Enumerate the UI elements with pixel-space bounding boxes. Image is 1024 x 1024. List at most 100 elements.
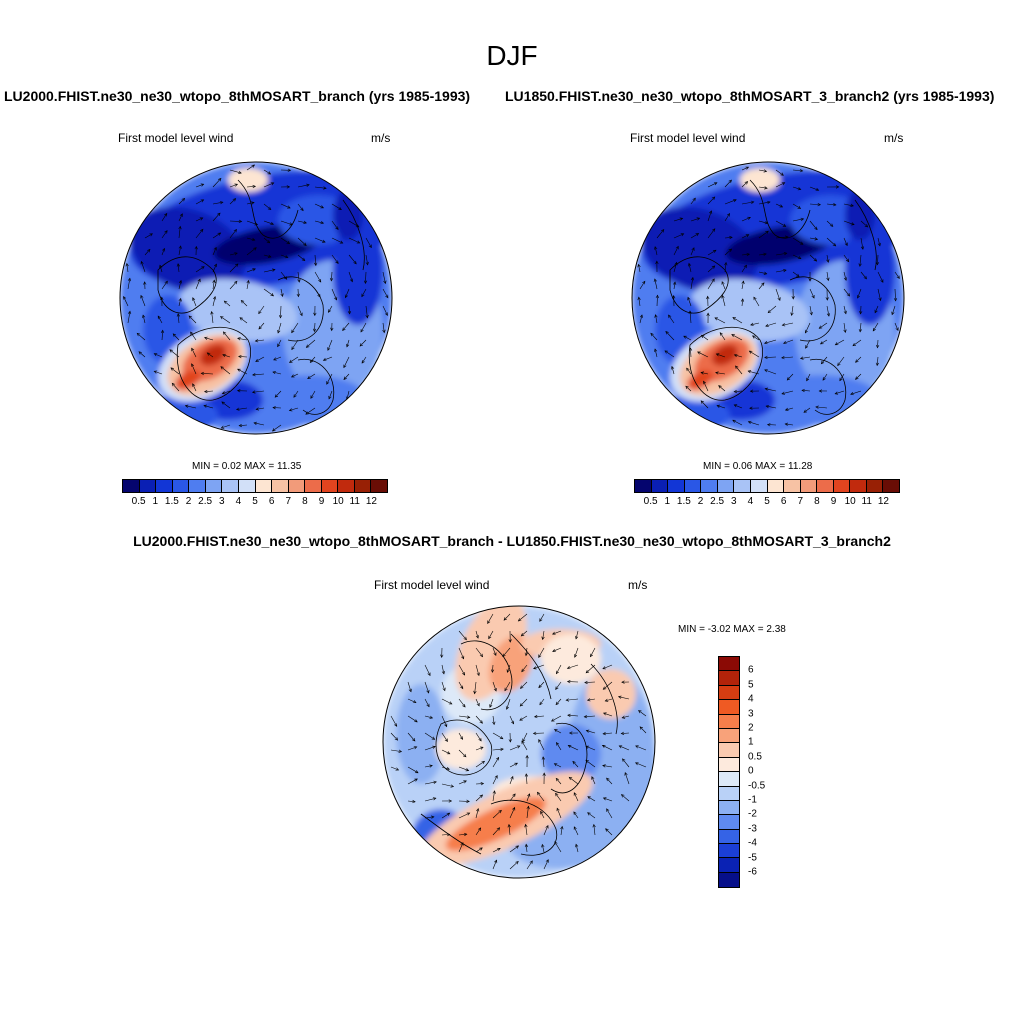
colorbar-tick-label: 1 (152, 496, 159, 507)
colorbar-swatch (719, 829, 739, 845)
colorbar-tick-label: 7 (797, 496, 804, 507)
wind-map-diff (382, 605, 656, 879)
colorbar-tick-label: 2.5 (710, 496, 725, 507)
colorbar-swatch (719, 728, 739, 744)
colorbar-swatch (238, 480, 256, 492)
colorbar-swatch (719, 700, 739, 715)
colorbar-swatch (684, 480, 702, 492)
panel2-colorbar: 0.5 1 1.5 2 2.5 3 4 5 6 7 8 9 10 11 12 (634, 479, 900, 507)
colorbar-swatch (668, 480, 685, 492)
colorbar-swatch (719, 858, 739, 873)
colorbar-tick-label: 6 (268, 496, 275, 507)
colorbar-tick-label: 8 (814, 496, 820, 507)
colorbar-swatch (719, 714, 739, 729)
panel1-field-label: First model level wind (118, 131, 234, 145)
colorbar-tick-label: 1.5 (676, 496, 691, 507)
panel2-units: m/s (884, 131, 904, 145)
colorbar-swatch (719, 757, 739, 773)
colorbar-tick-label: 8 (302, 496, 308, 507)
diff-title: LU2000.FHIST.ne30_ne30_wtopo_8thMOSART_b… (133, 533, 891, 549)
wind-map-panel1 (119, 161, 393, 435)
panel1-title: LU2000.FHIST.ne30_ne30_wtopo_8thMOSART_b… (4, 88, 471, 104)
diff-colorbar: 6 5 4 3 2 1 0.5 0 -0.5 -1 -2 -3 -4 -5 -6 (718, 656, 765, 889)
colorbar-tick-label: -3 (748, 823, 757, 835)
colorbar-swatch (719, 685, 739, 701)
colorbar-swatch (123, 480, 140, 492)
colorbar-tick-label: -5 (748, 852, 757, 864)
colorbar-tick-label: 2 (697, 496, 704, 507)
panel1-minmax: MIN = 0.02 MAX = 11.35 (192, 461, 302, 472)
colorbar-swatch (172, 480, 190, 492)
colorbar-tick-label: 0.5 (131, 496, 146, 507)
colorbar-swatch (719, 671, 739, 686)
diff-minmax: MIN = -3.02 MAX = 2.38 (678, 624, 786, 635)
colorbar-swatch (719, 844, 739, 859)
colorbar-swatch (222, 480, 239, 492)
colorbar-swatch (784, 480, 801, 492)
colorbar-swatch (833, 480, 851, 492)
diff-field-label: First model level wind (374, 578, 490, 592)
colorbar-tick-label: -2 (748, 808, 757, 820)
colorbar-swatch (750, 480, 768, 492)
colorbar-tick-label: 6 (748, 664, 754, 676)
colorbar-swatch (205, 480, 223, 492)
colorbar-swatch (338, 480, 355, 492)
colorbar-swatch (272, 480, 289, 492)
colorbar-tick-label: 3 (218, 496, 225, 507)
colorbar-swatch (817, 480, 834, 492)
colorbar-swatch (719, 743, 739, 758)
colorbar-swatch (305, 480, 322, 492)
colorbar-tick-label: 5 (764, 496, 770, 507)
wind-map-panel2 (631, 161, 905, 435)
panel1-units: m/s (371, 131, 391, 145)
colorbar-tick-label: 12 (365, 496, 377, 507)
panel2-minmax: MIN = 0.06 MAX = 11.28 (703, 461, 813, 472)
colorbar-tick-label: 5 (748, 679, 754, 691)
panel2-title: LU1850.FHIST.ne30_ne30_wtopo_8thMOSART_3… (505, 88, 995, 104)
colorbar-tick-label: 9 (830, 496, 837, 507)
colorbar-tick-label: -1 (748, 794, 757, 806)
colorbar-swatch (651, 480, 669, 492)
colorbar-swatch (850, 480, 867, 492)
colorbar-swatch (371, 480, 387, 492)
colorbar-tick-label: 11 (349, 496, 360, 507)
colorbar-tick-label: 10 (844, 496, 856, 507)
colorbar-tick-label: 1 (664, 496, 671, 507)
colorbar-tick-label: 9 (318, 496, 325, 507)
colorbar-swatch (719, 800, 739, 816)
colorbar-tick-label: 2 (748, 722, 754, 734)
colorbar-swatch (719, 786, 739, 801)
colorbar-tick-label: 5 (252, 496, 258, 507)
colorbar-tick-label: 7 (285, 496, 292, 507)
colorbar-swatch (717, 480, 735, 492)
colorbar-tick-label: -0.5 (748, 780, 766, 792)
colorbar-swatch (767, 480, 785, 492)
colorbar-tick-label: 3 (748, 708, 754, 720)
colorbar-tick-label: 4 (747, 496, 754, 507)
colorbar-swatch (255, 480, 273, 492)
colorbar-tick-label: 6 (780, 496, 787, 507)
colorbar-tick-label: 4 (748, 693, 754, 705)
colorbar-swatch (139, 480, 157, 492)
colorbar-tick-label: 3 (730, 496, 737, 507)
colorbar-swatch (719, 815, 739, 830)
colorbar-swatch (156, 480, 173, 492)
colorbar-swatch (800, 480, 818, 492)
colorbar-tick-label: 4 (235, 496, 242, 507)
colorbar-tick-label: 1.5 (164, 496, 179, 507)
colorbar-swatch (734, 480, 751, 492)
colorbar-tick-label: -4 (748, 837, 757, 849)
colorbar-swatch (321, 480, 339, 492)
colorbar-swatch (719, 772, 739, 787)
colorbar-tick-label: 10 (332, 496, 344, 507)
colorbar-swatch (635, 480, 652, 492)
colorbar-tick-label: 11 (861, 496, 872, 507)
colorbar-tick-label: 0.5 (643, 496, 658, 507)
colorbar-tick-label: 0 (748, 765, 754, 777)
colorbar-swatch (866, 480, 884, 492)
colorbar-tick-label: 0.5 (748, 751, 762, 763)
colorbar-swatch (883, 480, 899, 492)
season-title: DJF (486, 40, 538, 71)
panel1-colorbar: 0.5 1 1.5 2 2.5 3 4 5 6 7 8 9 10 11 12 (122, 479, 388, 507)
colorbar-swatch (189, 480, 206, 492)
